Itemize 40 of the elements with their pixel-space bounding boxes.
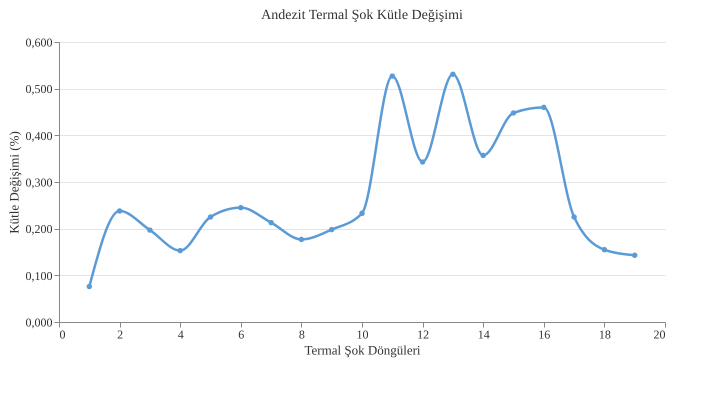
y-tick-label: 0,600 <box>26 36 52 50</box>
x-tick-label: 14 <box>478 328 490 342</box>
y-tick-label: 0,200 <box>26 222 52 236</box>
point <box>238 204 244 210</box>
point <box>632 252 638 258</box>
y-tick-label: 0,400 <box>26 128 52 143</box>
x-tick-label: 12 <box>417 328 430 342</box>
point <box>86 284 92 290</box>
point <box>390 73 396 79</box>
chart-title: Andezit Termal Şok Kütle Değişimi <box>261 8 463 23</box>
point <box>480 152 486 158</box>
x-tick-label: 0 <box>60 328 66 342</box>
point <box>268 220 274 226</box>
point <box>450 71 456 77</box>
x-axis-title: Termal Şok Döngüleri <box>304 342 421 358</box>
y-tick-label: 0,100 <box>26 268 52 283</box>
x-tick-label: 8 <box>298 328 305 342</box>
point <box>571 214 577 220</box>
x-tick-label: 20 <box>654 328 666 342</box>
point <box>510 110 516 116</box>
point <box>298 236 304 242</box>
point <box>359 210 365 216</box>
point <box>420 159 426 165</box>
y-tick-label: 0,000 <box>26 316 52 330</box>
x-tick-label: 18 <box>598 328 611 342</box>
x-tick-label: 2 <box>117 328 124 342</box>
point <box>208 214 214 220</box>
y-tick-label: 0,500 <box>26 82 52 96</box>
point <box>541 104 547 110</box>
point <box>177 248 183 254</box>
point <box>328 226 334 232</box>
y-axis-title: Kütle Değişimi (%) <box>6 131 22 234</box>
x-tick-label: 4 <box>178 328 184 342</box>
x-tick-label: 16 <box>538 328 550 342</box>
y-tick-label: 0,300 <box>26 176 52 190</box>
x-tick-label: 6 <box>238 328 244 342</box>
point <box>602 246 608 252</box>
x-tick-label: 10 <box>356 328 368 342</box>
point <box>116 208 122 214</box>
point <box>147 227 153 233</box>
